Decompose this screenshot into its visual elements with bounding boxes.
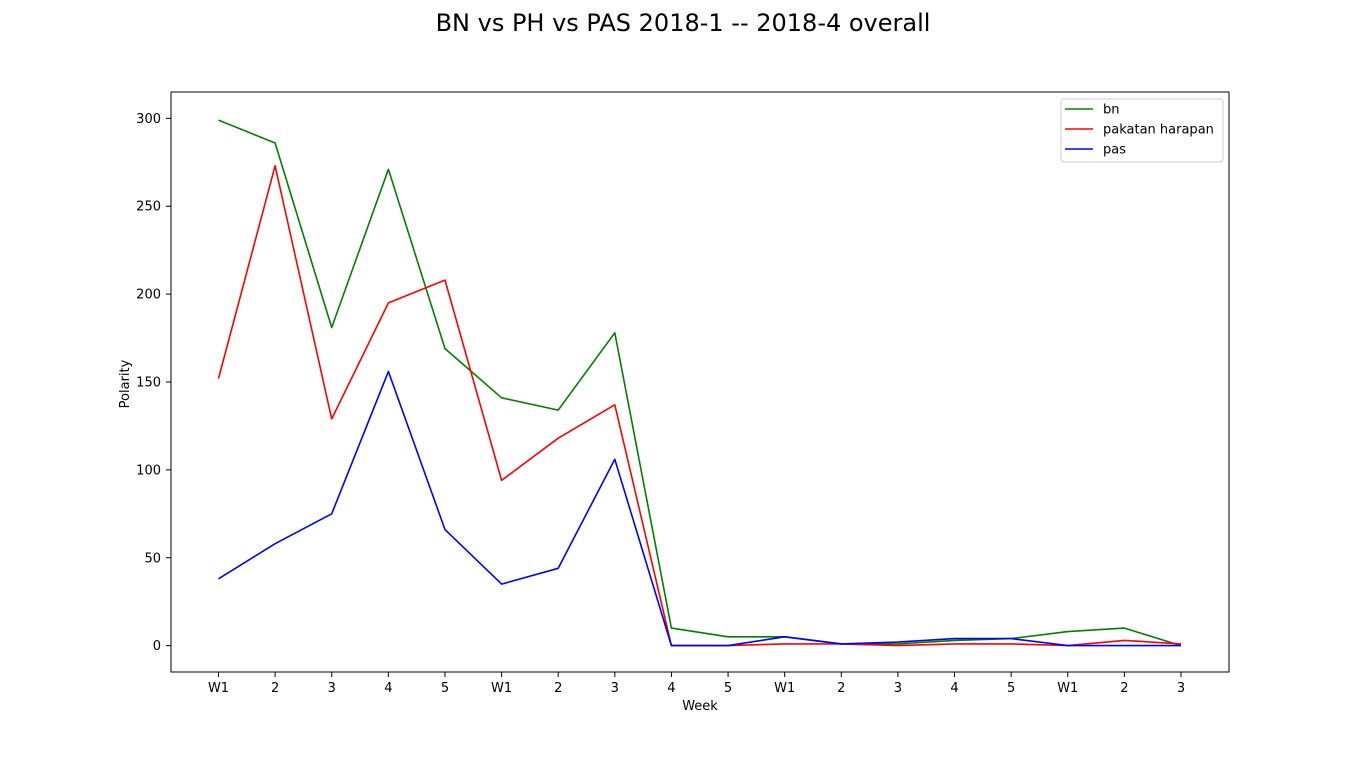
x-tick-label: 5: [1007, 681, 1015, 696]
y-axis-label: Polarity: [118, 359, 133, 408]
x-tick-label: 2: [271, 681, 279, 696]
chart-title: BN vs PH vs PAS 2018-1 -- 2018-4 overall: [435, 9, 931, 37]
x-tick-label: W1: [774, 681, 795, 696]
x-tick-label: 3: [1177, 681, 1185, 696]
plot-area-frame: [170, 91, 1230, 673]
y-tick-label: 150: [136, 376, 161, 391]
legend: bn pakatan harapan pas: [1060, 98, 1224, 163]
x-tick-label: 4: [950, 681, 958, 696]
x-tick-label: 5: [441, 681, 449, 696]
y-tick-label: 100: [136, 463, 161, 478]
y-tick-label: 0: [153, 639, 161, 654]
x-tick-label: 3: [894, 681, 902, 696]
x-tick-label: 3: [611, 681, 619, 696]
x-tick-label: W1: [208, 681, 229, 696]
series-line-pakatan-harapan: [217, 165, 1182, 647]
x-tick-label: 2: [1120, 681, 1128, 696]
y-tick-label: 50: [144, 551, 161, 566]
series-line-bn: [218, 119, 1182, 647]
legend-box: [1060, 98, 1224, 163]
y-tick-label: 250: [136, 200, 161, 215]
x-tick-label: 4: [667, 681, 675, 696]
x-tick-label: 3: [328, 681, 336, 696]
x-tick-label: 2: [837, 681, 845, 696]
legend-label: pas: [1103, 143, 1126, 158]
x-tick-label: W1: [491, 681, 512, 696]
x-tick-label: 4: [384, 681, 392, 696]
x-axis-label: Week: [682, 699, 718, 714]
y-tick-label: 200: [136, 288, 161, 303]
x-tick-label: 5: [724, 681, 732, 696]
y-axis: 0 50 100 150 200 250 300: [136, 112, 171, 654]
x-tick-label: W1: [1057, 681, 1078, 696]
x-axis: W1 2 3 4 5 W1 2 3 4 5 W1 2 3 4 5 W1 2 3: [208, 672, 1185, 696]
legend-label: bn: [1103, 103, 1120, 118]
y-tick-label: 300: [136, 112, 161, 127]
legend-label: pakatan harapan: [1103, 123, 1214, 138]
x-tick-label: 2: [554, 681, 562, 696]
series-line-pas: [218, 370, 1181, 647]
chart-marks: [217, 119, 1182, 647]
